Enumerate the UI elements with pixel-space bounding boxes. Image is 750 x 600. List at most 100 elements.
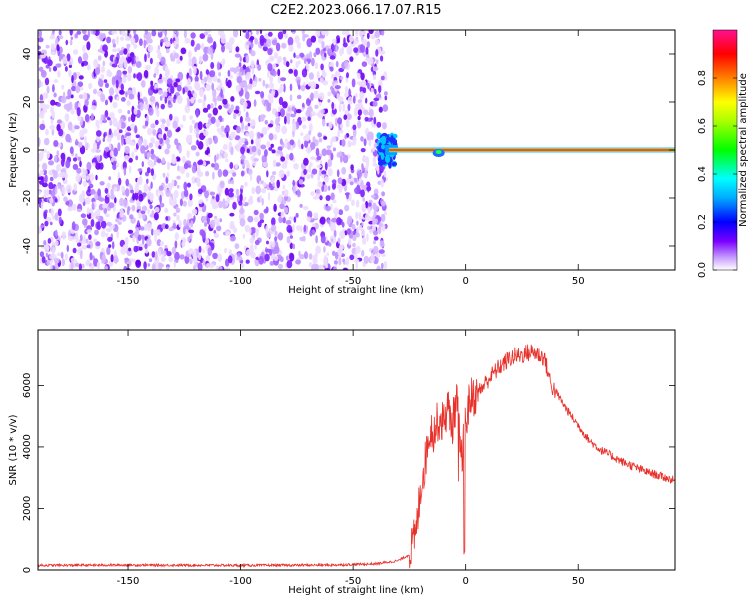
spectrogram-speckle	[179, 55, 183, 61]
x-tick-label: -150	[117, 276, 140, 287]
spectrogram-speckle	[372, 101, 378, 107]
spectrogram-speckle	[152, 129, 157, 136]
spectrogram-speckle	[190, 32, 196, 39]
spectrogram-speckle	[154, 251, 158, 261]
spectrogram-speckle	[159, 137, 163, 145]
spectrogram-speckle	[50, 208, 54, 217]
spectrogram-speckle	[331, 101, 335, 110]
spectrogram-speckle	[91, 148, 97, 154]
spectrogram-speckle	[367, 57, 374, 66]
spectrogram-speckle	[267, 94, 271, 99]
spectrogram-speckle	[71, 75, 74, 84]
spectrogram-speckle	[288, 44, 294, 52]
spectrogram-speckle	[147, 192, 150, 197]
spectrogram-speckle	[344, 91, 349, 98]
spectrogram-speckle	[341, 178, 347, 187]
spectrogram-speckle	[249, 236, 255, 244]
spectrogram-speckle	[213, 200, 216, 205]
spectrogram-speckle	[321, 41, 325, 49]
spectrogram-speckle	[46, 150, 50, 159]
spectrogram-speckle	[55, 37, 59, 47]
spectrogram-speckle	[352, 135, 357, 144]
spectrogram-speckle	[169, 113, 173, 121]
spectrogram-speckle	[55, 229, 58, 237]
spectrogram-speckle	[241, 214, 246, 219]
spectrogram-speckle	[125, 136, 132, 145]
spectrogram-speckle	[179, 254, 185, 260]
spectrogram-speckle	[56, 252, 63, 257]
spectrogram-speckle	[317, 132, 323, 138]
spectrogram-speckle	[49, 34, 56, 40]
spectrogram-speckle	[244, 141, 249, 146]
spectrogram-speckle	[160, 123, 165, 129]
spectrogram-speckle	[290, 30, 295, 33]
spectrogram-speckle	[378, 249, 385, 255]
spectrogram-speckle	[285, 220, 292, 225]
spectrogram-speckle	[304, 133, 311, 142]
spectrogram-speckle	[138, 38, 143, 46]
spectrogram-speckle	[119, 50, 124, 56]
spectrogram-speckle	[341, 30, 347, 35]
spectrogram-speckle	[182, 87, 185, 95]
spectrogram-speckle	[234, 243, 240, 250]
spectrogram-speckle	[376, 265, 381, 270]
spectrogram-speckle	[66, 244, 70, 253]
spectrogram-speckle	[187, 98, 190, 108]
spectrogram-speckle	[346, 72, 349, 79]
spectrogram-speckle	[266, 140, 271, 148]
x-tick-label: 0	[462, 576, 468, 587]
spectrogram-speckle	[380, 200, 386, 207]
spectrogram-speckle	[245, 259, 250, 264]
spectrogram-speckle	[319, 216, 326, 225]
spectrogram-speckle	[370, 194, 376, 199]
spectrogram-speckle	[173, 94, 177, 100]
spectrogram-speckle	[53, 92, 57, 98]
spectrogram-speckle	[55, 163, 61, 173]
spectrogram-speckle	[308, 72, 314, 80]
spectrogram-speckle	[56, 119, 62, 124]
spectrogram-speckle	[337, 237, 341, 244]
spectrogram-speckle	[234, 135, 241, 141]
spectrogram-speckle	[238, 200, 243, 206]
spectrogram-speckle	[275, 42, 281, 52]
spectrogram-speckle	[296, 94, 302, 100]
spectrogram-speckle	[172, 120, 178, 129]
spectrogram-speckle	[261, 187, 267, 194]
spectrogram-speckle	[165, 216, 169, 221]
spectrogram-speckle	[264, 120, 268, 125]
spectrogram-speckle	[70, 261, 74, 270]
spectrogram-speckle	[78, 141, 83, 148]
spectrogram-speckle	[333, 260, 338, 265]
spectrogram-speckle	[87, 30, 91, 38]
spectrogram-speckle	[102, 203, 108, 209]
spectrogram-speckle	[38, 37, 44, 43]
spectrogram-speckle	[197, 188, 203, 195]
spectrogram-speckle	[212, 88, 217, 98]
spectrogram-speckle	[76, 208, 82, 213]
spectrogram-speckle	[179, 198, 183, 207]
spectrogram-speckle	[318, 92, 325, 101]
spectrogram-speckle	[373, 116, 377, 125]
spectrogram-speckle	[258, 255, 264, 265]
spectrogram-speckle	[68, 61, 72, 66]
spectrogram-speckle	[53, 79, 59, 83]
spectrogram-speckle	[367, 207, 371, 214]
spectrogram-speckle	[281, 42, 287, 49]
spectrogram-speckle	[259, 212, 264, 220]
spectrogram-speckle	[146, 222, 152, 232]
spectrogram-speckle	[293, 69, 298, 77]
spectrogram-speckle	[271, 149, 276, 154]
spectrogram-speckle	[197, 141, 204, 150]
spectrogram-speckle	[150, 168, 155, 177]
spectrogram-speckle	[40, 70, 47, 78]
spectrogram-speckle	[86, 244, 91, 249]
spectrogram-speckle	[247, 122, 251, 127]
spectrogram-speckle	[160, 103, 165, 110]
spectrogram-speckle	[72, 49, 79, 55]
spectrogram-speckle	[167, 78, 173, 85]
spectrogram-speckle	[106, 136, 112, 143]
spectrogram-speckle	[122, 70, 128, 75]
spectrogram-speckle	[124, 257, 129, 262]
spectrogram-speckle	[100, 230, 106, 238]
spectrogram-speckle	[236, 255, 243, 261]
